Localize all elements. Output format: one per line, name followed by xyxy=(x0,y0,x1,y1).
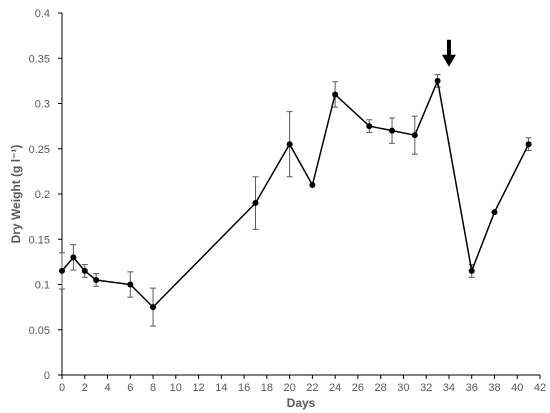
data-point xyxy=(150,304,157,311)
y-tick-label: 0 xyxy=(44,370,50,382)
x-tick-label: 20 xyxy=(283,382,295,394)
y-tick-label: 0.1 xyxy=(35,280,50,292)
x-tick-label: 2 xyxy=(82,382,88,394)
x-tick-label: 28 xyxy=(375,382,387,394)
x-tick-label: 26 xyxy=(352,382,364,394)
axes xyxy=(58,12,541,379)
annotations xyxy=(441,39,456,67)
data-point xyxy=(93,276,100,283)
x-tick-label: 22 xyxy=(306,382,318,394)
x-tick-label: 10 xyxy=(170,382,182,394)
x-tick-label: 4 xyxy=(104,382,110,394)
data-point xyxy=(70,254,77,261)
y-tick-labels: 0 0.05 0.1 0.15 0.2 0.25 0.3 0.35 0.4 xyxy=(29,8,50,382)
data-point xyxy=(59,267,65,274)
x-tick-label: 14 xyxy=(215,382,227,394)
data-point xyxy=(411,132,418,139)
x-tick-label: 6 xyxy=(127,382,133,394)
x-tick-label: 24 xyxy=(329,382,341,394)
y-tick-label: 0.35 xyxy=(29,53,50,65)
data-point xyxy=(525,141,532,148)
y-tick-label: 0.15 xyxy=(29,234,50,246)
x-tick-label: 12 xyxy=(192,382,204,394)
x-tick-label: 16 xyxy=(238,382,250,394)
y-tick-label: 0.2 xyxy=(35,189,50,201)
y-tick-label: 0.25 xyxy=(29,144,50,156)
y-tick-label: 0.4 xyxy=(35,8,50,20)
data-points xyxy=(59,77,532,311)
y-axis-title: Dry Weight (g l⁻¹) xyxy=(9,145,23,244)
x-tick-label: 40 xyxy=(511,382,523,394)
x-tick-label: 36 xyxy=(466,382,478,394)
x-tick-label: 38 xyxy=(488,382,500,394)
x-tick-labels: 0 2 4 6 8 10 12 14 16 18 20 22 24 26 28 30 32 34 36 38 40 42 xyxy=(59,382,546,394)
data-point xyxy=(434,77,441,84)
series-line xyxy=(61,78,530,309)
data-point xyxy=(252,200,259,207)
down-arrow-icon xyxy=(441,39,456,67)
data-point xyxy=(389,127,396,134)
x-tick-label: 18 xyxy=(261,382,273,394)
data-point xyxy=(366,123,373,130)
x-tick-label: 0 xyxy=(59,382,65,394)
data-point xyxy=(81,267,88,274)
x-tick-label: 30 xyxy=(397,382,409,394)
data-point xyxy=(332,91,339,98)
series xyxy=(61,78,530,309)
data-point xyxy=(127,281,134,288)
data-point xyxy=(468,267,475,274)
error-bars xyxy=(59,74,532,327)
x-tick-label: 42 xyxy=(534,382,546,394)
x-tick-label: 34 xyxy=(443,382,455,394)
x-axis-title: Days xyxy=(287,396,316,410)
data-point xyxy=(491,209,498,216)
y-tick-label: 0.3 xyxy=(35,99,50,111)
x-tick-label: 8 xyxy=(150,382,156,394)
data-point xyxy=(309,181,316,188)
y-tick-label: 0.05 xyxy=(29,325,50,337)
x-tick-label: 32 xyxy=(420,382,432,394)
data-point xyxy=(286,141,293,148)
